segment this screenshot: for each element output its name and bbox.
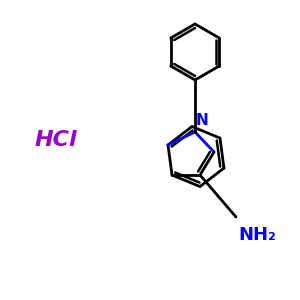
Text: HCl: HCl [35, 130, 78, 150]
Text: N: N [196, 113, 209, 128]
Text: NH₂: NH₂ [238, 226, 276, 244]
